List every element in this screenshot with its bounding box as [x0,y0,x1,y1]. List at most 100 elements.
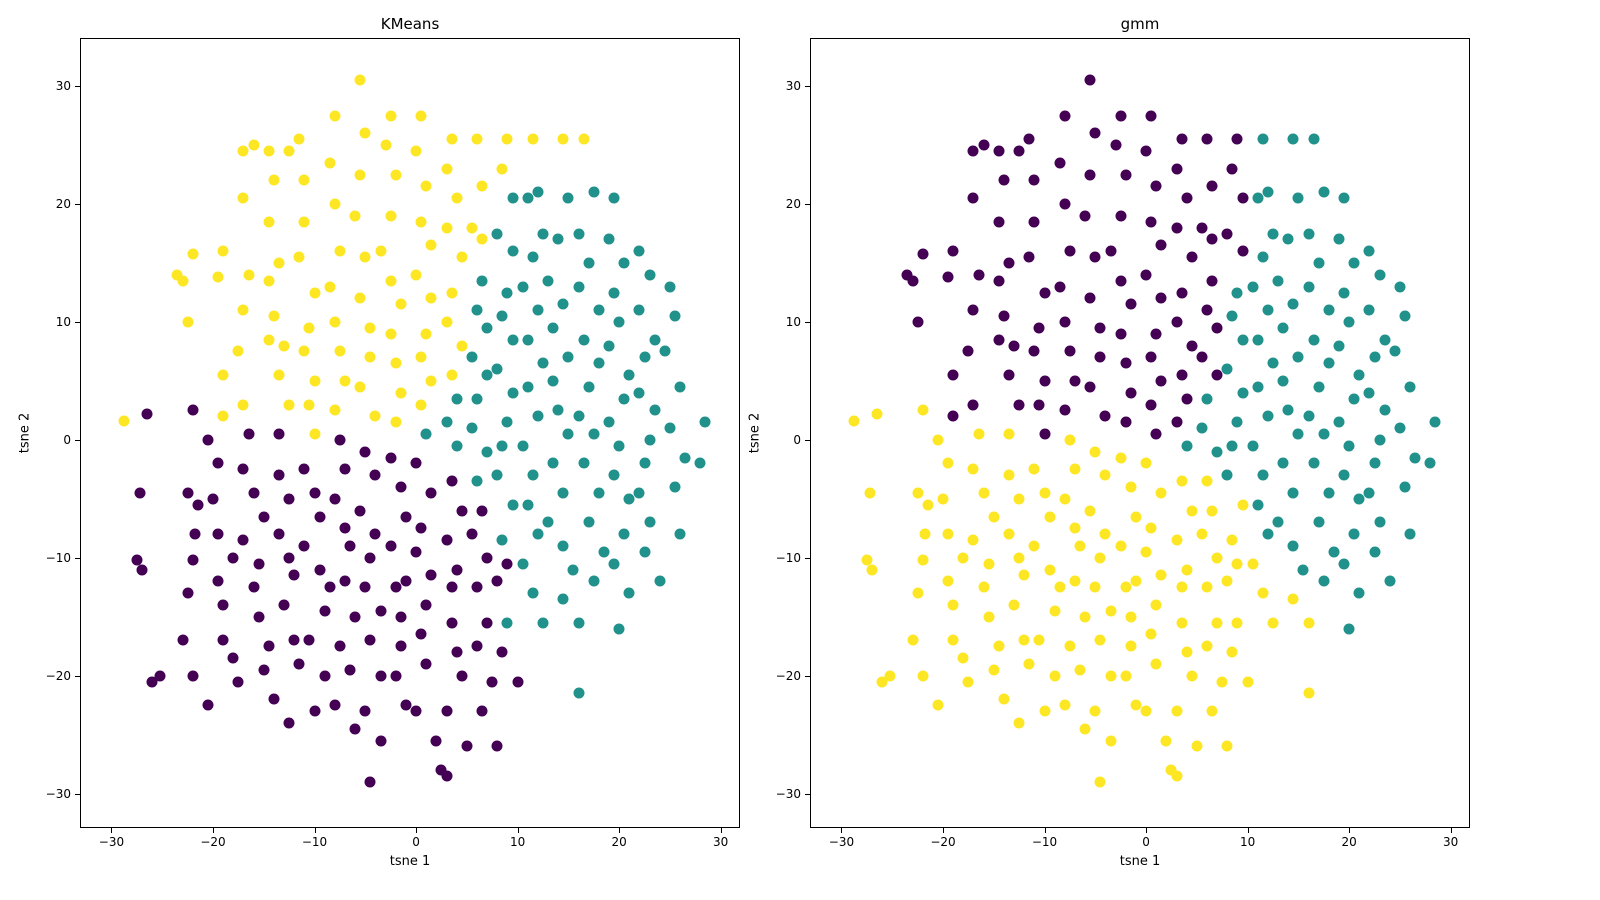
scatter-point [1247,440,1258,451]
scatter-point [1257,252,1268,263]
scatter-point [329,110,340,121]
scatter-point [299,464,310,475]
y-axis-label: tsne 2 [18,413,33,454]
scatter-point [472,393,483,404]
scatter-point [1176,287,1187,298]
y-tick-label: 10 [56,315,71,329]
scatter-point [355,505,366,516]
scatter-point [919,529,930,540]
scatter-point [1232,134,1243,145]
scatter-point [1125,482,1136,493]
scatter-point [973,429,984,440]
scatter-point [497,311,508,322]
scatter-point [1364,487,1375,498]
scatter-point [968,146,979,157]
y-tick-label: 30 [56,79,71,93]
scatter-point [998,311,1009,322]
scatter-point [187,405,198,416]
scatter-point [948,599,959,610]
scatter-point [978,487,989,498]
y-tick-label: −10 [776,551,801,565]
scatter-point [375,670,386,681]
scatter-point [324,582,335,593]
scatter-point [1349,393,1360,404]
scatter-point [968,535,979,546]
y-tick-label: 20 [56,197,71,211]
scatter-point [563,429,574,440]
scatter-point [864,487,875,498]
scatter-point [1161,735,1172,746]
scatter-point [1323,305,1334,316]
scatter-point [993,334,1004,345]
scatter-point [421,429,432,440]
scatter-point [588,187,599,198]
scatter-point [532,305,543,316]
scatter-point [624,370,635,381]
scatter-point [416,629,427,640]
scatter-point [248,582,259,593]
scatter-point [609,558,620,569]
scatter-point [365,552,376,563]
scatter-point [507,499,518,510]
scatter-point [1120,169,1131,180]
scatter-point [441,316,452,327]
scatter-point [1334,417,1345,428]
scatter-point [492,741,503,752]
x-tick-label: 0 [1142,835,1150,849]
scatter-point [1262,411,1273,422]
scatter-point [1070,523,1081,534]
scatter-point [1029,464,1040,475]
scatter-point [1394,281,1405,292]
scatter-point [1278,458,1289,469]
scatter-point [472,476,483,487]
scatter-point [527,134,538,145]
scatter-point [1196,423,1207,434]
scatter-point [421,181,432,192]
scatter-point [451,440,462,451]
scatter-point [1202,134,1213,145]
plot-area: KMeans tsne 1 tsne 2 −30−20−100102030−30… [80,38,740,828]
x-tick [1146,828,1147,833]
scatter-point [395,387,406,398]
scatter-point [1100,529,1111,540]
scatter-point [1425,458,1436,469]
scatter-point [355,381,366,392]
scatter-point [446,370,457,381]
scatter-point [385,210,396,221]
scatter-point [233,346,244,357]
scatter-point [943,576,954,587]
scatter-point [456,670,467,681]
scatter-point [993,641,1004,652]
scatter-point [593,305,604,316]
x-tick [841,828,842,833]
scatter-point [1105,735,1116,746]
scatter-point [1207,275,1218,286]
scatter-point [482,322,493,333]
scatter-point [1100,411,1111,422]
scatter-point [1156,240,1167,251]
scatter-point [649,334,660,345]
scatter-point [492,228,503,239]
scatter-point [968,305,979,316]
scatter-point [1014,717,1025,728]
scatter-point [1151,429,1162,440]
scatter-point [670,482,681,493]
scatter-point [573,411,584,422]
scatter-point [1283,234,1294,245]
scatter-point [355,75,366,86]
scatter-point [238,146,249,157]
chart-title: KMeans [81,15,739,33]
x-tick [315,828,316,833]
scatter-point [426,570,437,581]
scatter-point [1318,429,1329,440]
scatter-point [1029,346,1040,357]
scatter-point [304,635,315,646]
scatter-point [1171,222,1182,233]
scatter-point [1202,305,1213,316]
scatter-point [334,346,345,357]
figure: KMeans tsne 1 tsne 2 −30−20−100102030−30… [0,0,1600,900]
scatter-point [1400,311,1411,322]
scatter-point [1303,228,1314,239]
scatter-point [431,735,442,746]
scatter-point [507,246,518,257]
